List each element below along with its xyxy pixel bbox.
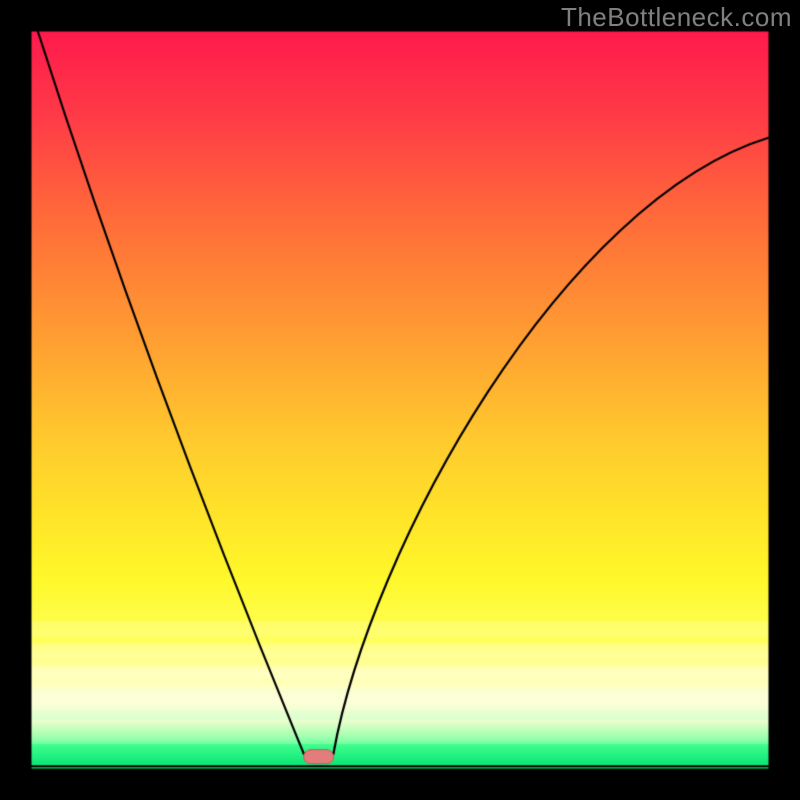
chart-stage: TheBottleneck.com <box>0 0 800 800</box>
watermark-label: TheBottleneck.com <box>561 2 792 33</box>
bottleneck-chart-canvas <box>0 0 800 800</box>
